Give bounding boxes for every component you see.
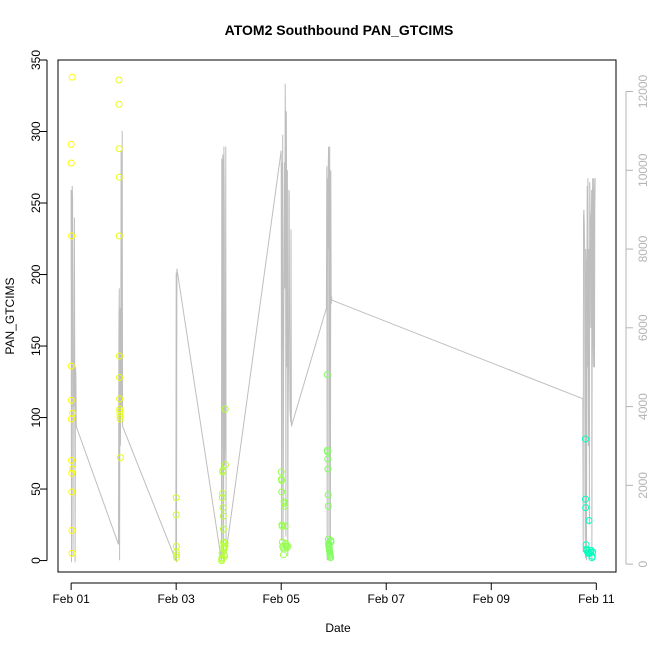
data-point (278, 522, 286, 530)
data-point (67, 362, 75, 370)
data-point (68, 232, 76, 240)
y2-tick-label: 2000 (636, 472, 650, 499)
data-point (116, 412, 124, 420)
x-tick-label: Feb 09 (473, 592, 511, 606)
data-point (68, 73, 76, 81)
data-point (172, 494, 180, 502)
data-point (115, 352, 123, 360)
data-point (116, 395, 124, 403)
data-point (324, 448, 331, 456)
y-tick-label: 350 (29, 50, 43, 70)
data-point (219, 467, 227, 474)
data-point (281, 499, 288, 507)
data-point (281, 522, 289, 530)
data-point (581, 435, 589, 443)
line-series (70, 83, 596, 563)
data-point (115, 145, 123, 153)
data-point (281, 502, 289, 510)
data-point (115, 100, 123, 108)
data-point (68, 456, 75, 464)
y2-tick-label: 8000 (636, 235, 650, 262)
data-point (221, 461, 229, 469)
data-point (116, 374, 123, 381)
data-point (116, 415, 124, 423)
data-point (68, 409, 76, 417)
y2-tick-label: 4000 (636, 393, 650, 420)
y-tick-label: 50 (29, 482, 43, 496)
data-point (582, 504, 590, 512)
y-axis-label: PAN_GTCIMS (3, 277, 17, 354)
series-line (70, 83, 596, 563)
data-point (116, 405, 124, 413)
x-tick-label: Feb 11 (578, 592, 615, 606)
y-tick-label: 200 (29, 264, 43, 284)
data-point (324, 465, 332, 473)
data-point (68, 488, 76, 496)
data-point (219, 525, 227, 533)
chart-title: ATOM2 Southbound PAN_GTCIMS (225, 22, 454, 38)
data-point (219, 512, 227, 520)
data-point (588, 552, 596, 560)
y-axis-left: 0 50 100 150 200 250 300 350 (29, 50, 48, 564)
y-axis-right: 0 2000 4000 6000 8000 10000 12000 (625, 74, 650, 567)
data-point (116, 454, 124, 462)
y-tick-label: 150 (29, 336, 43, 356)
data-point (221, 539, 229, 547)
y2-tick-label: 6000 (636, 314, 650, 341)
data-point (324, 502, 332, 510)
data-point (173, 554, 180, 562)
data-point (173, 551, 180, 559)
data-point (67, 140, 75, 148)
x-tick-label: Feb 03 (157, 592, 195, 606)
x-tick-label: Feb 07 (368, 592, 406, 606)
data-point (277, 468, 285, 476)
x-axis-label: Date (325, 621, 351, 635)
y-tick-label: 0 (29, 557, 43, 564)
y2-tick-label: 10000 (636, 153, 650, 187)
data-point (282, 541, 290, 549)
data-point (324, 455, 332, 463)
data-point (172, 511, 180, 519)
data-point (116, 408, 124, 416)
data-point (284, 542, 292, 550)
data-point (324, 491, 332, 499)
data-point (327, 554, 335, 562)
data-point (115, 173, 123, 181)
y-tick-label: 100 (29, 407, 43, 427)
data-point (221, 542, 229, 550)
y-tick-label: 250 (29, 193, 43, 213)
data-point (219, 489, 226, 497)
plot-area (57, 59, 617, 573)
y2-tick-label: 12000 (636, 74, 650, 108)
data-point (115, 76, 123, 84)
data-point (283, 544, 291, 552)
data-point (589, 548, 597, 556)
data-point (278, 477, 286, 484)
data-point (582, 495, 589, 503)
y2-tick-label: 0 (636, 560, 650, 567)
data-point (115, 232, 123, 240)
data-point (221, 552, 229, 560)
data-point (67, 159, 75, 167)
data-point (68, 527, 76, 534)
x-tick-label: Feb 01 (52, 592, 90, 606)
data-point (278, 488, 286, 496)
point-series (67, 73, 597, 565)
data-point (218, 494, 226, 502)
data-point (219, 504, 227, 512)
data-point (585, 517, 593, 524)
data-point (67, 396, 75, 404)
x-tick-label: Feb 05 (263, 592, 301, 606)
data-point (323, 371, 331, 379)
data-point (69, 465, 77, 473)
y-tick-label: 300 (29, 121, 43, 141)
data-point (327, 538, 335, 546)
x-axis: Feb 01 Feb 03 Feb 05 Feb 07 Feb 09 Feb 11 (52, 582, 615, 606)
data-point (68, 549, 76, 557)
data-point (68, 469, 76, 477)
data-point (221, 405, 229, 413)
